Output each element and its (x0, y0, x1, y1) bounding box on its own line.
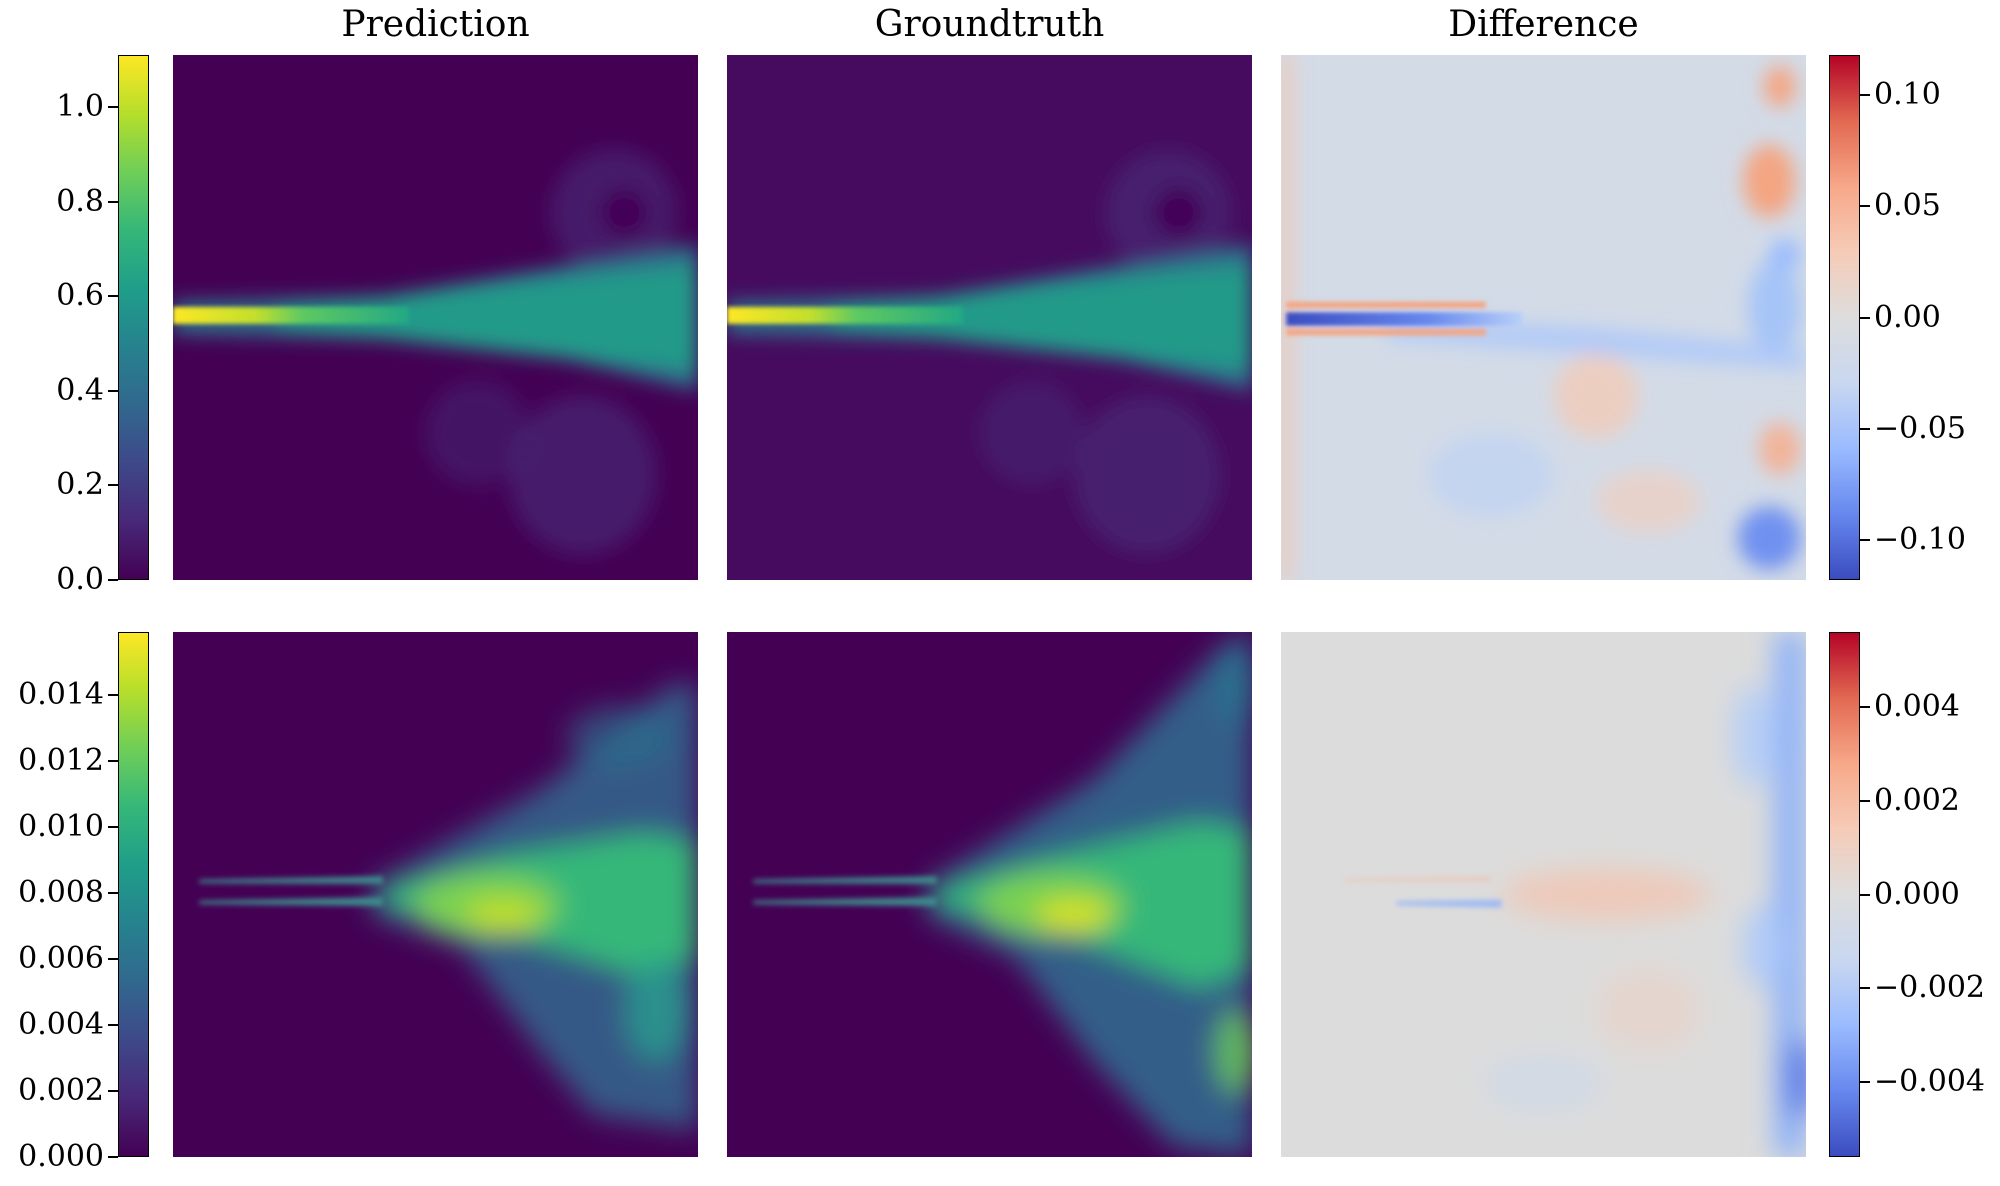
colorbar-tick-mark (1860, 1081, 1870, 1083)
colorbar-tick-mark (108, 484, 118, 487)
colorbar-tick-mark (108, 891, 118, 894)
colorbar-tick-mark (1860, 893, 1870, 896)
colorbar-tick-label: 0.4 (56, 372, 104, 408)
heatmap-row1-groundtruth (727, 55, 1252, 580)
colorbar-tick-mark (1860, 94, 1870, 97)
heatmap-row1-difference (1281, 55, 1806, 580)
colorbar-row2-coolwarm (1829, 632, 1860, 1157)
colorbar-tick-label: 0.2 (56, 467, 104, 503)
colorbar-tick-label: 0.6 (56, 278, 104, 314)
colorbar-tick-mark (108, 389, 118, 392)
colorbar-tick-mark (108, 295, 118, 298)
colorbar-row1-coolwarm (1829, 55, 1860, 580)
colorbar-tick-mark (1860, 427, 1870, 430)
colorbar-tick-mark (108, 1089, 118, 1092)
colorbar-tick-label: 0.000 (1874, 876, 1960, 912)
colorbar-tick-label: −0.10 (1874, 521, 1966, 557)
colorbar-tick-mark (108, 693, 118, 696)
colorbar-tick-label: 0.002 (1874, 782, 1960, 818)
heatmap-row2-groundtruth (727, 632, 1252, 1157)
colorbar-tick-mark (1860, 316, 1870, 319)
heatmap-row1-prediction (173, 55, 698, 580)
colorbar-tick-mark (1860, 799, 1870, 802)
colorbar-tick-mark (108, 825, 118, 828)
colorbar-tick-label: 0.8 (56, 183, 104, 219)
colorbar-tick-mark (1860, 205, 1870, 208)
colorbar-tick-mark (1860, 987, 1870, 990)
colorbar-tick-label: 0.010 (18, 808, 104, 844)
colorbar-tick-label: 0.014 (18, 676, 104, 712)
colorbar-tick-mark (108, 1156, 118, 1158)
colorbar-tick-label: 1.0 (56, 89, 104, 125)
colorbar-tick-label: 0.004 (18, 1006, 104, 1042)
title-groundtruth: Groundtruth (874, 4, 1105, 45)
colorbar-tick-mark (108, 579, 118, 581)
colorbar-tick-label: 0.05 (1874, 188, 1941, 224)
colorbar-tick-mark (108, 957, 118, 960)
colorbar-row2-viridis (118, 632, 149, 1157)
heatmap-row2-prediction (173, 632, 698, 1157)
colorbar-row1-viridis (118, 55, 149, 580)
colorbar-tick-mark (1860, 538, 1870, 541)
heatmap-row2-difference (1281, 632, 1806, 1157)
title-difference: Difference (1448, 4, 1639, 45)
colorbar-tick-mark (1860, 706, 1870, 708)
title-prediction: Prediction (341, 4, 530, 45)
colorbar-tick-label: 0.00 (1874, 299, 1941, 335)
colorbar-tick-mark (108, 1023, 118, 1026)
colorbar-tick-label: −0.05 (1874, 410, 1966, 446)
colorbar-tick-label: −0.002 (1874, 970, 1986, 1006)
colorbar-tick-label: 0.012 (18, 742, 104, 778)
colorbar-tick-label: 0.10 (1874, 77, 1941, 113)
colorbar-tick-label: 0.002 (18, 1072, 104, 1108)
colorbar-tick-label: 0.000 (18, 1139, 104, 1174)
colorbar-tick-label: 0.004 (1874, 689, 1960, 724)
colorbar-tick-label: 0.0 (56, 562, 104, 597)
colorbar-tick-mark (108, 200, 118, 203)
colorbar-tick-label: 0.008 (18, 874, 104, 910)
colorbar-tick-mark (108, 106, 118, 109)
colorbar-tick-label: −0.004 (1874, 1064, 1986, 1099)
colorbar-tick-label: 0.006 (18, 940, 104, 976)
colorbar-tick-mark (108, 759, 118, 762)
